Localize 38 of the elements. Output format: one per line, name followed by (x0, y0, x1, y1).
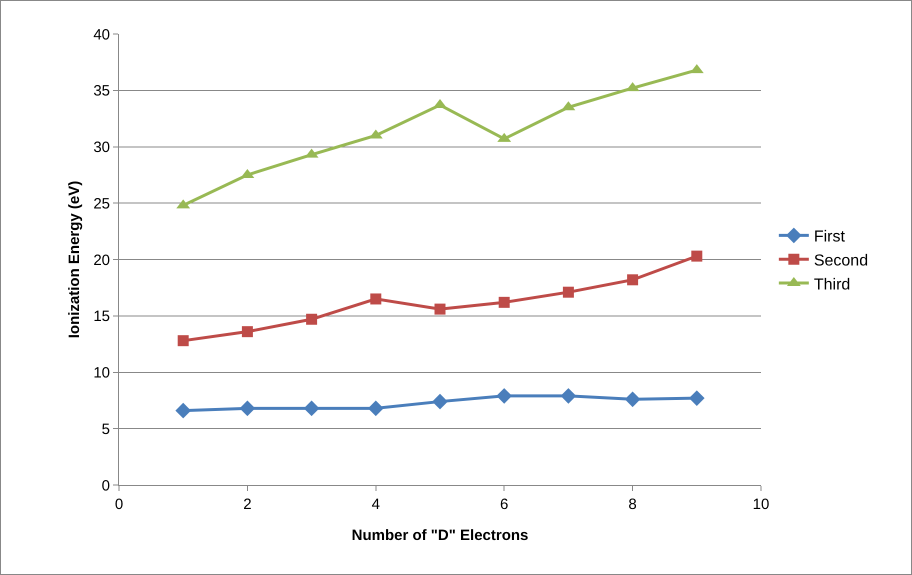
point (689, 390, 705, 406)
point (560, 388, 576, 404)
legend-label: First (814, 228, 846, 246)
point (624, 392, 640, 408)
point (240, 400, 256, 416)
y-tick-label: 20 (93, 252, 110, 269)
point (370, 293, 382, 304)
point (691, 250, 702, 262)
point (175, 402, 191, 418)
x-tick-label: 8 (628, 496, 637, 513)
point (306, 314, 318, 325)
point (242, 326, 253, 338)
point (498, 296, 510, 308)
y-tick-label: 40 (93, 26, 110, 44)
y-tick-label: 15 (93, 308, 110, 326)
y-tick-label: 0 (102, 477, 110, 494)
y-axis-title: Ionization Energy (eV) (66, 180, 83, 338)
y-tick-label: 5 (102, 420, 110, 438)
point (368, 400, 384, 416)
point (432, 394, 448, 410)
x-tick-label: 6 (500, 496, 508, 513)
y-tick-label: 25 (93, 195, 110, 212)
y-tick-label: 35 (93, 82, 110, 100)
y-tick-label: 30 (93, 139, 110, 156)
legend-label: Second (814, 252, 868, 270)
point (627, 274, 638, 286)
point (562, 286, 574, 298)
x-axis-title: Number of "D" Electrons (352, 527, 528, 544)
x-tick-label: 4 (372, 496, 380, 513)
point (434, 304, 446, 315)
x-tick-label: 0 (114, 496, 124, 513)
legend-label: Third (814, 276, 850, 294)
point (496, 388, 512, 404)
y-tick-label: 10 (93, 364, 110, 382)
x-tick-label: 2 (243, 496, 252, 513)
point (304, 400, 320, 416)
x-tick-label: 10 (752, 496, 770, 513)
point (178, 335, 189, 346)
